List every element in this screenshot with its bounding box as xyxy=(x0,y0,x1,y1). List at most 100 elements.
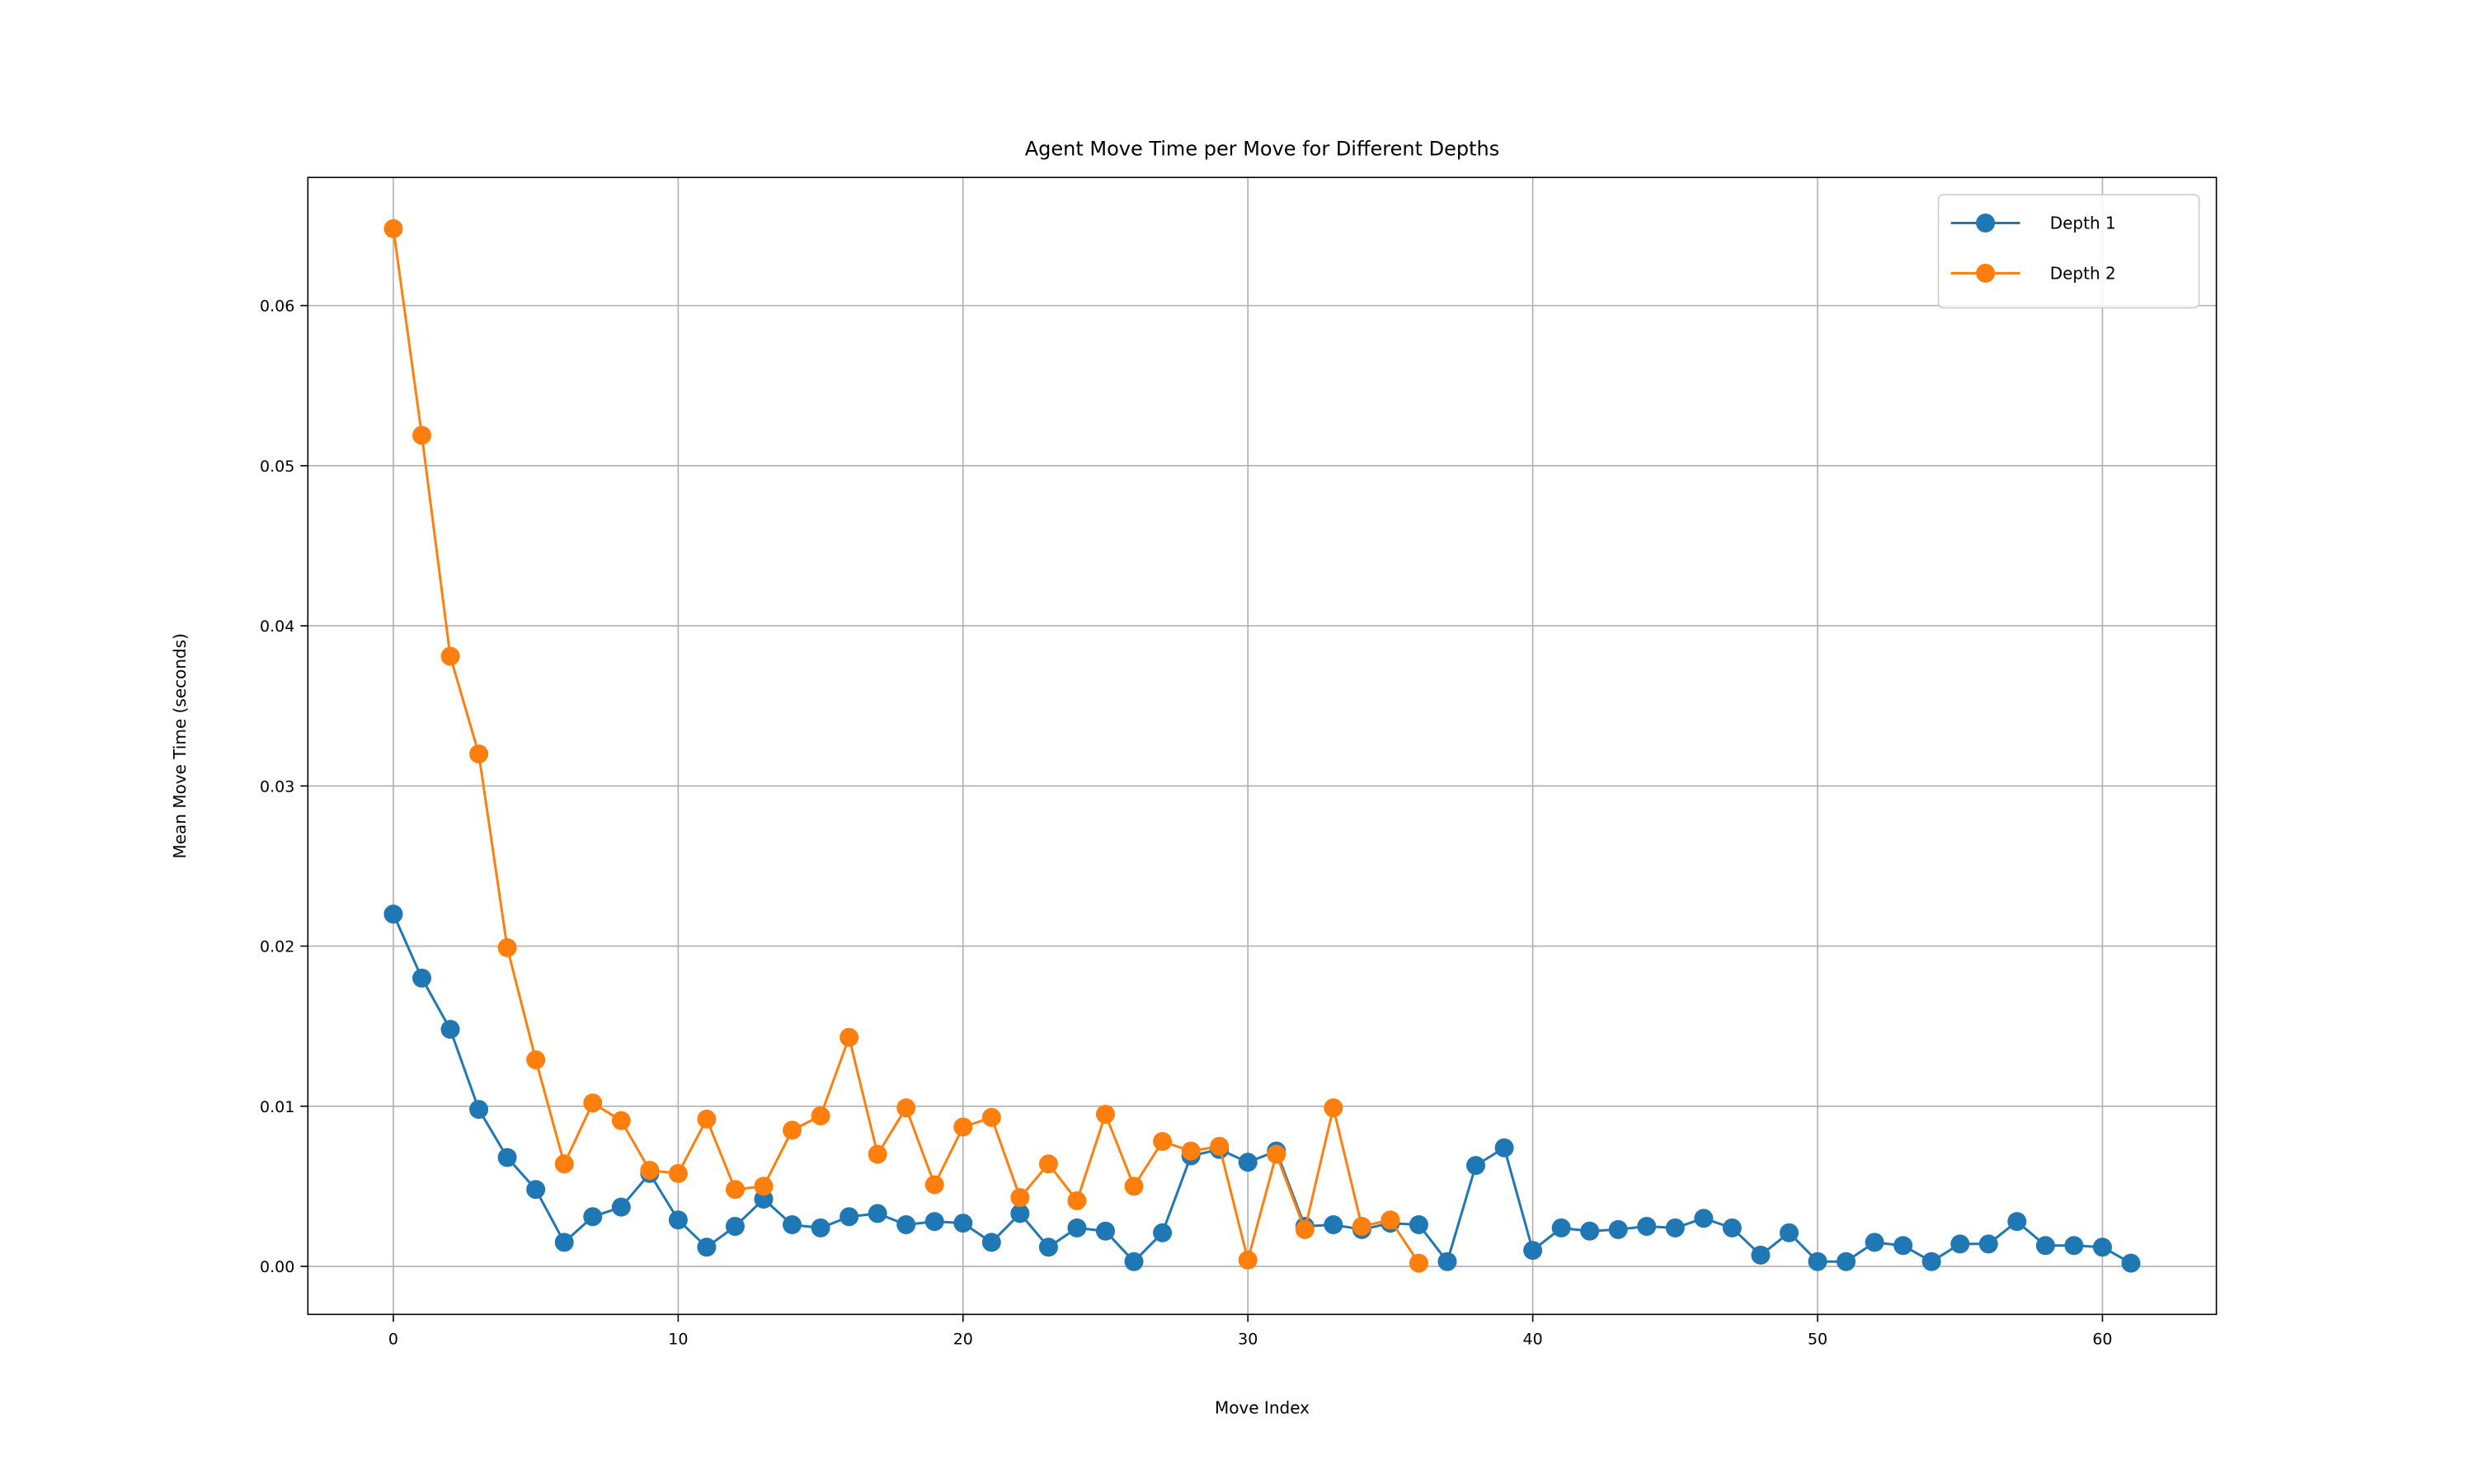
data-point-depth-2 xyxy=(497,937,517,957)
data-point-depth-1 xyxy=(611,1197,631,1217)
data-point-depth-1 xyxy=(1409,1215,1428,1235)
data-point-depth-1 xyxy=(1095,1221,1115,1241)
data-point-depth-1 xyxy=(1324,1215,1343,1235)
grid xyxy=(308,177,2217,1315)
series-depth-2 xyxy=(383,218,1428,1273)
data-point-depth-1 xyxy=(2064,1236,2084,1256)
data-point-depth-1 xyxy=(1893,1236,1913,1256)
x-tick-label: 60 xyxy=(2092,1330,2112,1348)
x-tick-label: 20 xyxy=(953,1330,973,1348)
data-point-depth-1 xyxy=(1010,1204,1030,1223)
data-point-depth-2 xyxy=(1267,1144,1286,1164)
data-point-depth-2 xyxy=(668,1163,688,1183)
data-point-depth-1 xyxy=(1665,1218,1685,1237)
data-point-depth-2 xyxy=(811,1106,830,1125)
data-point-depth-1 xyxy=(1437,1252,1457,1271)
data-point-depth-2 xyxy=(754,1176,774,1196)
data-point-depth-1 xyxy=(868,1204,887,1223)
data-point-depth-1 xyxy=(1722,1218,1742,1237)
data-point-depth-1 xyxy=(1124,1252,1144,1271)
data-point-depth-2 xyxy=(440,646,460,666)
data-point-depth-2 xyxy=(1095,1104,1115,1124)
x-tick-label: 30 xyxy=(1238,1330,1258,1348)
x-tick-label: 10 xyxy=(668,1330,688,1348)
data-point-depth-1 xyxy=(1494,1138,1514,1158)
data-point-depth-2 xyxy=(1210,1136,1230,1156)
data-point-depth-2 xyxy=(953,1117,973,1137)
data-point-depth-1 xyxy=(2035,1236,2055,1256)
data-point-depth-1 xyxy=(1837,1252,1856,1271)
data-point-depth-2 xyxy=(469,744,489,763)
axis-ticks: 0 10 20 30 40 50 60 0.00 0.01 0.02 0.03 0.04 0.05 0.0… xyxy=(260,298,2113,1349)
y-axis-label: Mean Move Time (seconds) xyxy=(170,633,190,859)
data-point-depth-2 xyxy=(611,1111,631,1130)
data-point-depth-2 xyxy=(1324,1098,1343,1118)
data-point-depth-2 xyxy=(526,1050,546,1069)
data-point-depth-1 xyxy=(383,904,403,924)
x-tick-label: 0 xyxy=(388,1330,398,1348)
data-point-depth-1 xyxy=(811,1218,830,1237)
data-point-depth-1 xyxy=(440,1020,460,1040)
data-point-depth-2 xyxy=(1352,1216,1371,1236)
data-point-depth-2 xyxy=(1238,1250,1258,1270)
data-point-depth-1 xyxy=(1523,1241,1543,1261)
data-point-depth-2 xyxy=(840,1027,859,1047)
data-point-depth-1 xyxy=(981,1233,1001,1252)
data-point-depth-2 xyxy=(1124,1176,1144,1196)
data-point-depth-1 xyxy=(953,1214,973,1233)
data-point-depth-1 xyxy=(1950,1234,1970,1254)
data-point-depth-1 xyxy=(1978,1234,1998,1254)
data-point-depth-2 xyxy=(640,1160,660,1180)
data-point-depth-1 xyxy=(2092,1237,2112,1257)
data-point-depth-1 xyxy=(1865,1233,1884,1252)
data-point-depth-1 xyxy=(725,1216,745,1236)
data-point-depth-2 xyxy=(1153,1132,1173,1152)
data-point-depth-2 xyxy=(383,218,403,238)
data-point-depth-1 xyxy=(497,1148,517,1167)
data-point-depth-1 xyxy=(526,1180,546,1200)
data-point-depth-1 xyxy=(583,1207,603,1227)
legend-label-depth-1: Depth 1 xyxy=(2050,213,2116,232)
data-point-depth-2 xyxy=(1010,1187,1030,1207)
x-tick-label: 50 xyxy=(1808,1330,1827,1348)
data-point-depth-2 xyxy=(725,1180,745,1200)
series-depth-1 xyxy=(383,904,2141,1273)
y-tick-label: 0.03 xyxy=(260,777,294,796)
legend-marker-depth-2 xyxy=(1976,263,1996,283)
legend-box xyxy=(1937,194,2200,309)
legend-label-depth-2: Depth 2 xyxy=(2050,263,2116,283)
y-tick-label: 0.02 xyxy=(260,938,294,956)
data-point-depth-1 xyxy=(924,1212,944,1232)
data-point-depth-1 xyxy=(1580,1221,1600,1241)
y-tick-label: 0.04 xyxy=(260,618,294,636)
data-point-depth-2 xyxy=(1038,1154,1058,1174)
y-tick-label: 0.01 xyxy=(260,1098,294,1116)
data-point-depth-2 xyxy=(583,1093,603,1113)
data-point-depth-1 xyxy=(2007,1212,2027,1232)
data-point-depth-2 xyxy=(1409,1253,1428,1273)
y-tick-label: 0.06 xyxy=(260,298,294,316)
data-point-depth-2 xyxy=(1295,1219,1315,1239)
legend: Depth 1 Depth 2 xyxy=(1937,194,2200,309)
data-point-depth-2 xyxy=(981,1107,1001,1127)
data-point-depth-1 xyxy=(1637,1216,1657,1236)
data-point-depth-2 xyxy=(783,1120,802,1140)
data-point-depth-2 xyxy=(554,1154,574,1174)
data-point-depth-2 xyxy=(697,1109,717,1129)
data-point-depth-2 xyxy=(1067,1190,1087,1210)
data-point-depth-1 xyxy=(1551,1218,1571,1237)
x-tick-label: 40 xyxy=(1523,1330,1543,1348)
x-axis-label: Move Index xyxy=(1215,1397,1310,1417)
y-tick-label: 0.00 xyxy=(260,1258,294,1276)
data-point-depth-2 xyxy=(412,425,431,445)
data-point-depth-1 xyxy=(469,1100,489,1120)
data-point-depth-2 xyxy=(1380,1210,1400,1230)
data-point-depth-1 xyxy=(896,1215,916,1235)
data-point-depth-1 xyxy=(1038,1237,1058,1257)
data-point-depth-1 xyxy=(1466,1156,1486,1176)
data-point-depth-1 xyxy=(1779,1223,1799,1242)
data-point-depth-1 xyxy=(1067,1218,1087,1237)
data-point-depth-1 xyxy=(840,1207,859,1227)
data-point-depth-1 xyxy=(783,1215,802,1235)
